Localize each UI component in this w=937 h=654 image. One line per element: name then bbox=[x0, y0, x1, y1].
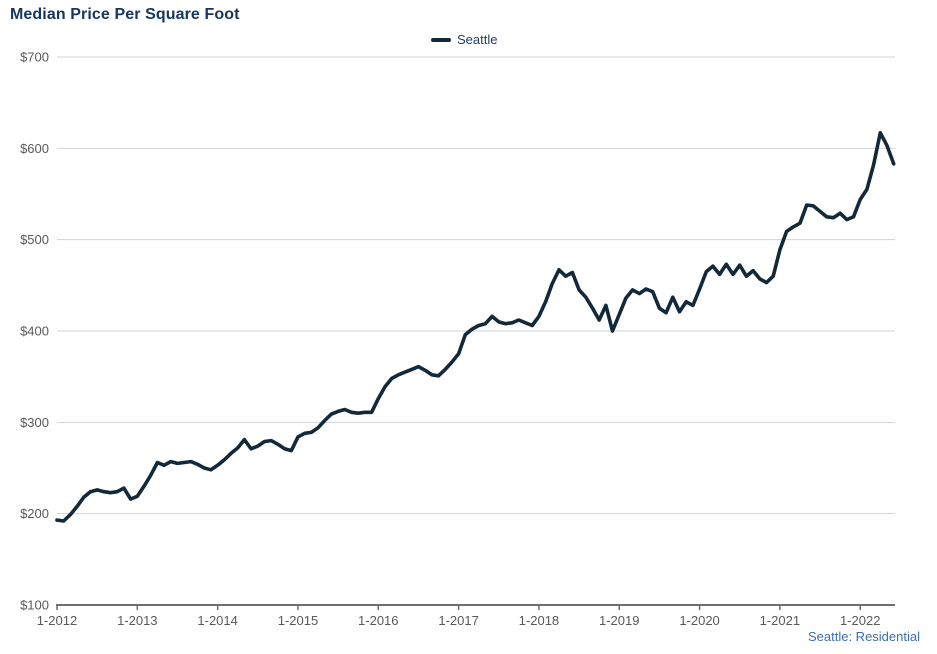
x-axis-tick-label: 1-2019 bbox=[599, 613, 639, 628]
y-axis-tick-label: $200 bbox=[20, 506, 49, 521]
y-axis-tick-label: $600 bbox=[20, 141, 49, 156]
footer-note: Seattle: Residential bbox=[807, 629, 920, 644]
x-axis-tick-label: 1-2022 bbox=[840, 613, 880, 628]
x-axis-tick-label: 1-2013 bbox=[117, 613, 157, 628]
y-axis-tick-label: $500 bbox=[20, 232, 49, 247]
y-axis-tick-label: $300 bbox=[20, 415, 49, 430]
legend-line-swatch bbox=[431, 37, 451, 42]
y-axis-tick-label: $400 bbox=[20, 324, 49, 339]
y-axis-tick-label: $700 bbox=[20, 50, 49, 65]
x-axis-tick-label: 1-2017 bbox=[438, 613, 478, 628]
x-axis-tick-label: 1-2020 bbox=[679, 613, 719, 628]
x-axis-tick-label: 1-2014 bbox=[197, 613, 237, 628]
x-axis-tick-label: 1-2021 bbox=[760, 613, 800, 628]
x-axis-tick-label: 1-2018 bbox=[519, 613, 559, 628]
legend-label: Seattle bbox=[457, 32, 498, 47]
legend: Seattle bbox=[431, 32, 497, 47]
x-axis-tick-label: 1-2015 bbox=[278, 613, 318, 628]
x-axis-tick-label: 1-2012 bbox=[37, 613, 77, 628]
x-axis-tick-label: 1-2016 bbox=[358, 613, 398, 628]
series-line-seattle bbox=[55, 131, 896, 523]
chart-title: Median Price Per Square Foot bbox=[10, 6, 240, 23]
y-axis-tick-label: $100 bbox=[20, 598, 49, 613]
